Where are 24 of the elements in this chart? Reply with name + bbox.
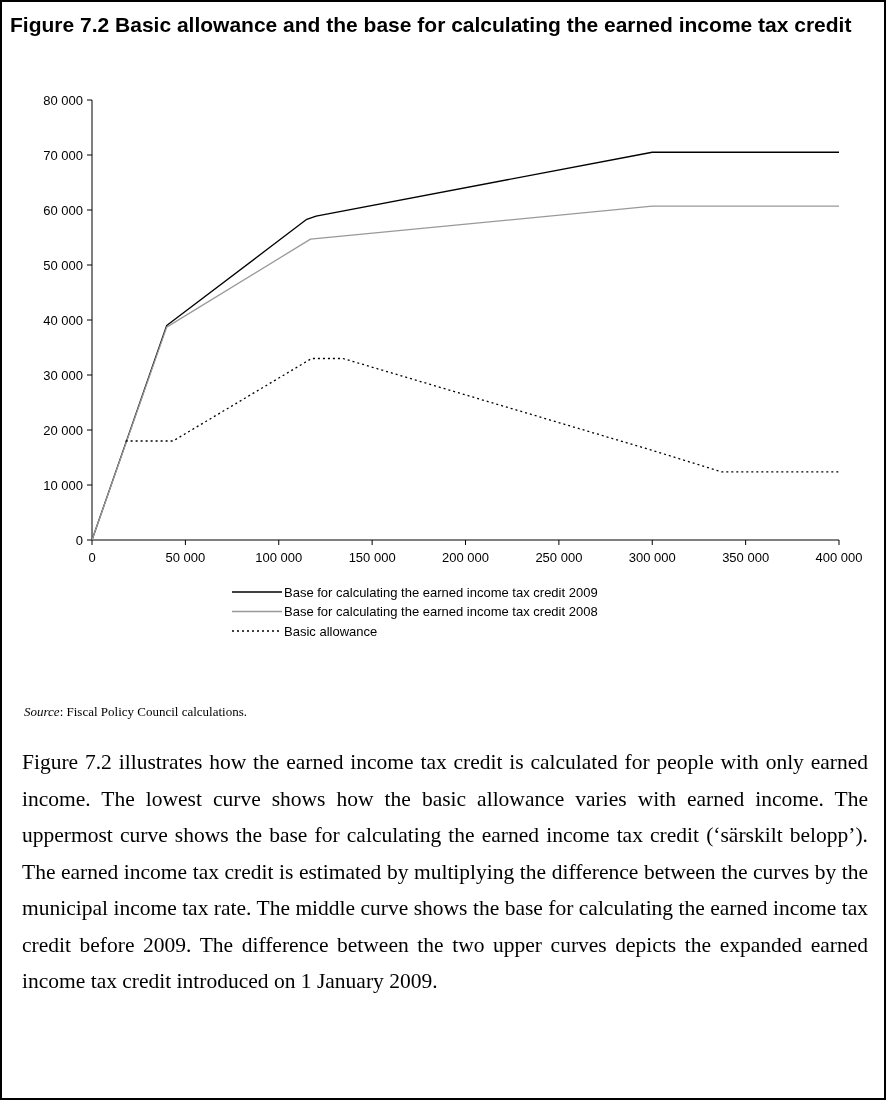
source-note: Source: Fiscal Policy Council calculations. xyxy=(24,704,248,720)
y-tick-label: 30 000 xyxy=(43,367,83,383)
y-tick-label: 40 000 xyxy=(43,312,83,328)
x-tick-label: 100 000 xyxy=(255,550,303,565)
y-tick-label: 50 000 xyxy=(43,257,83,273)
y-tick-label: 80 000 xyxy=(43,92,83,108)
y-tick-label: 10 000 xyxy=(43,477,83,493)
legend-label: Base for calculating the earned income tax credit 2008 xyxy=(284,604,598,620)
x-tick-label: 0 xyxy=(88,550,96,565)
x-tick-label: 400 000 xyxy=(815,550,863,565)
x-tick-label: 300 000 xyxy=(628,550,676,565)
y-tick-label: 70 000 xyxy=(43,147,83,163)
x-tick-label: 200 000 xyxy=(442,550,489,565)
caption: Figure 7.2 illustrates how the earned income tax credit is calculated for people with only earned income. The lowest curve shows how the basic allowance varies with earned income. The uppermost curve shows the base for calculating the earned income tax credit (‘särskilt belopp’). The earned income tax credit is estimated by multiplying the difference between the curves by the municipal income tax rate. The middle curve shows the base for calculating the earned income tax credit before 2009. The difference between the two upper curves depicts the expanded earned income tax credit introduced on 1 January 2009. xyxy=(22,749,868,995)
y-tick-label: 20 000 xyxy=(43,422,83,438)
y-tick-label: 0 xyxy=(75,532,83,548)
x-tick-label: 50 000 xyxy=(165,550,206,565)
x-tick-label: 350 000 xyxy=(722,550,770,565)
y-tick-label: 60 000 xyxy=(43,202,83,218)
legend-label: Base for calculating the earned income tax credit 2009 xyxy=(284,584,598,600)
x-tick-label: 250 000 xyxy=(535,550,583,565)
x-tick-label: 150 000 xyxy=(348,550,396,565)
legend-label: Basic allowance xyxy=(284,623,378,639)
chart-title: Figure 7.2 Basic allowance and the base for calculating the earned income tax credit xyxy=(10,12,853,38)
